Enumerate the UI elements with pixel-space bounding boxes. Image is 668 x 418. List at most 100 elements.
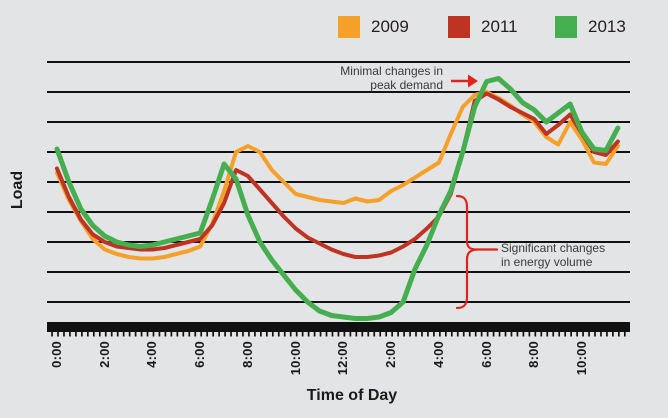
- x-axis-minor-tick: [134, 332, 137, 337]
- x-axis-minor-tick: [283, 332, 286, 337]
- x-axis-minor-tick: [421, 332, 423, 337]
- x-axis-minor-tick: [307, 332, 310, 337]
- volume-annotation-brace: [455, 194, 499, 310]
- annotation-minimal-peak-demand: Minimal changes in peak demand: [340, 64, 443, 92]
- series-line-2013: [54, 76, 621, 321]
- x-axis-minor-tick: [313, 332, 316, 337]
- x-axis-minor-tick: [415, 332, 417, 337]
- x-axis-minor-tick: [63, 332, 65, 337]
- legend-item-2013: 2013: [555, 16, 626, 38]
- x-axis-minor-tick: [582, 332, 584, 337]
- x-axis-minor-tick: [140, 332, 143, 337]
- x-axis-minor-tick: [403, 332, 405, 337]
- x-axis-minor-tick: [86, 332, 89, 337]
- x-axis-minor-tick: [450, 332, 453, 337]
- x-axis-minor-tick: [325, 332, 328, 337]
- peak-annotation-arrowhead: [468, 74, 478, 88]
- x-axis-minor-tick: [528, 332, 531, 337]
- series-line-2011: [55, 91, 620, 259]
- x-axis-minor-tick: [552, 332, 555, 337]
- x-axis-minor-tick: [409, 332, 411, 337]
- x-axis-minor-tick: [606, 332, 608, 337]
- x-axis-minor-tick: [277, 332, 280, 337]
- x-axis-minor-tick: [218, 332, 220, 337]
- x-axis-minor-tick: [331, 332, 334, 337]
- x-axis-minor-tick: [444, 332, 447, 337]
- x-axis-minor-tick: [188, 332, 191, 337]
- annotation-line: Minimal changes in: [340, 64, 443, 78]
- x-axis-minor-tick: [104, 332, 107, 337]
- x-tick-label: 4:00: [144, 341, 160, 368]
- x-tick-label: 12:00: [335, 341, 351, 376]
- x-tick-label: 4:00: [430, 341, 446, 368]
- chart-legend: 2009 2011 2013: [0, 0, 668, 46]
- x-axis-minor-tick: [558, 332, 561, 337]
- x-axis-minor-tick: [391, 332, 393, 337]
- x-axis-minor-tick: [343, 332, 346, 337]
- x-axis-minor-tick: [182, 332, 185, 337]
- x-axis-minor-tick: [427, 332, 429, 337]
- x-tick-label: 6:00: [192, 341, 208, 368]
- x-axis-minor-tick: [265, 332, 268, 337]
- x-axis-minor-tick: [492, 332, 495, 337]
- x-axis-minor-tick: [480, 332, 483, 337]
- x-axis-minor-tick: [534, 332, 537, 337]
- x-axis-minor-tick: [236, 332, 238, 337]
- x-axis-minor-tick: [456, 332, 459, 337]
- x-axis-minor-tick: [200, 332, 203, 337]
- x-axis-minor-tick: [319, 332, 322, 337]
- x-axis-minor-tick: [588, 332, 590, 337]
- x-axis-minor-tick: [361, 332, 364, 337]
- x-axis-minor-tick: [254, 332, 256, 337]
- x-axis-minor-tick: [498, 332, 501, 337]
- x-tick-label: 2:00: [96, 341, 112, 368]
- legend-label: 2009: [371, 17, 409, 36]
- x-axis-minor-tick: [206, 332, 209, 337]
- x-axis-minor-tick: [158, 332, 161, 337]
- x-tick-label: 8:00: [526, 341, 542, 368]
- x-axis-minor-tick: [271, 332, 274, 337]
- x-axis-minor-tick: [474, 332, 477, 337]
- x-axis-minor-tick: [486, 332, 489, 337]
- x-axis-minor-tick: [594, 332, 596, 337]
- x-axis-minor-tick: [248, 332, 250, 337]
- x-axis-minor-tick: [242, 332, 244, 337]
- x-axis-minor-tick: [176, 332, 179, 337]
- x-axis-minor-tick: [122, 332, 125, 337]
- x-tick-label: 6:00: [478, 341, 494, 368]
- x-axis-minor-tick: [385, 332, 388, 337]
- x-axis-minor-tick: [224, 332, 226, 337]
- x-axis-minor-tick: [194, 332, 197, 337]
- x-axis-minor-tick: [230, 332, 232, 337]
- x-axis-minor-tick: [212, 332, 214, 337]
- legend-swatch-2013: [555, 16, 577, 38]
- x-axis-minor-tick: [379, 332, 382, 337]
- annotation-line: Significant changes: [501, 241, 606, 255]
- x-axis-minor-tick: [164, 332, 167, 337]
- x-axis-minor-tick: [128, 332, 131, 337]
- x-axis-minor-tick: [570, 332, 572, 337]
- x-axis-minor-tick: [600, 332, 602, 337]
- x-axis-minor-tick: [439, 332, 441, 337]
- x-axis-minor-tick: [462, 332, 465, 337]
- x-axis-minor-tick: [433, 332, 435, 337]
- x-axis-minor-tick: [576, 332, 578, 337]
- annotation-significant-energy-volume: Significant changes in energy volume: [501, 241, 606, 269]
- annotation-line: in energy volume: [501, 254, 593, 269]
- x-axis-minor-tick: [510, 332, 513, 337]
- x-axis-bar: [47, 322, 630, 332]
- x-axis-minor-tick: [81, 332, 83, 337]
- x-axis-minor-tick: [146, 332, 149, 337]
- x-axis-minor-tick: [373, 332, 376, 337]
- x-axis-minor-tick: [75, 332, 77, 337]
- x-axis-minor-tick: [516, 332, 519, 337]
- x-axis-minor-tick: [51, 332, 53, 337]
- x-axis-label: Time of Day: [306, 387, 398, 404]
- x-axis-minor-tick: [170, 332, 173, 337]
- x-axis-minor-tick: [98, 332, 101, 337]
- x-axis-minor-tick: [504, 332, 507, 337]
- x-axis-minor-tick: [260, 332, 262, 337]
- x-axis-minor-tick: [289, 332, 292, 337]
- x-axis-minor-tick: [397, 332, 399, 337]
